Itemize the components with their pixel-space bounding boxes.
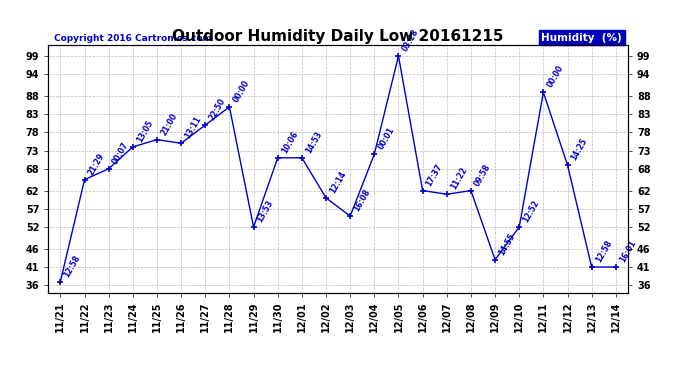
Text: 00:07: 00:07 [110, 140, 130, 166]
Text: 00:00: 00:00 [545, 64, 565, 89]
Text: 22:50: 22:50 [207, 97, 227, 122]
Text: 16:08: 16:08 [352, 188, 372, 213]
Text: 12:14: 12:14 [328, 170, 348, 195]
Text: 14:55: 14:55 [497, 232, 517, 257]
Text: 13:05: 13:05 [135, 119, 155, 144]
Text: 10:06: 10:06 [279, 129, 299, 155]
Title: Outdoor Humidity Daily Low 20161215: Outdoor Humidity Daily Low 20161215 [172, 29, 504, 44]
Text: 11:22: 11:22 [448, 166, 469, 191]
Text: 14:53: 14:53 [304, 130, 324, 155]
Text: 17:37: 17:37 [424, 162, 444, 188]
Text: 00:00: 00:00 [231, 79, 251, 104]
Text: 12:58: 12:58 [593, 239, 613, 264]
Text: 00:01: 00:01 [376, 126, 396, 151]
Text: 13:11: 13:11 [183, 115, 203, 140]
Text: 14:25: 14:25 [569, 137, 589, 162]
Text: 21:00: 21:00 [159, 111, 179, 137]
Text: 03:28: 03:28 [400, 27, 420, 53]
Text: 09:58: 09:58 [473, 162, 493, 188]
Text: Humidity  (%): Humidity (%) [542, 33, 622, 42]
Text: 12:52: 12:52 [521, 199, 541, 224]
Text: 12:58: 12:58 [62, 253, 82, 279]
Text: 13:53: 13:53 [255, 199, 275, 224]
Text: 16:01: 16:01 [618, 239, 638, 264]
Text: 21:29: 21:29 [86, 152, 106, 177]
Text: Copyright 2016 Cartronics.com: Copyright 2016 Cartronics.com [54, 33, 212, 42]
